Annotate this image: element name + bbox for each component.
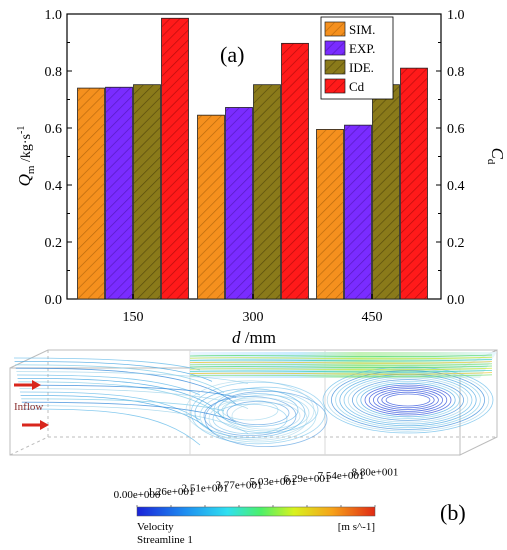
legend: SIM. EXP. IDE. Cd	[320, 16, 394, 100]
streamline-panel: Inflow 0.00e+0001.26e+0012.51e+0013.77e+…	[9, 349, 498, 546]
bar-exp-450	[344, 124, 372, 300]
legend-label: IDE.	[349, 60, 374, 75]
bar-ide-300	[253, 84, 281, 300]
colorbar-tick-label: 3.77e+001	[216, 479, 263, 491]
streamlines	[13, 354, 494, 447]
colorbar-tick-label: 6.29e+001	[284, 473, 331, 485]
colorbar-tick-label: 8.80e+001	[352, 467, 399, 479]
bar-sim-150	[77, 87, 105, 300]
right-tick-label: 0.4	[447, 179, 465, 194]
right-tick-label: 0.8	[447, 65, 465, 80]
left-tick-label: 0.6	[45, 122, 63, 137]
left-tick-label: 0.0	[45, 293, 63, 308]
right-tick-label: 0.2	[447, 236, 465, 251]
left-axis-title: Qm /kg·s-1	[15, 126, 37, 187]
x-tick-label: 300	[243, 310, 264, 325]
colorbar-subtitle: Streamline 1	[137, 534, 193, 546]
left-tick-label: 0.2	[45, 236, 63, 251]
legend-item: SIM.	[324, 21, 375, 37]
inflow-arrow-icon	[14, 380, 49, 430]
left-tick-label: 0.4	[45, 179, 63, 194]
left-tick-label: 0.8	[45, 65, 63, 80]
left-tick-label: 1.0	[45, 8, 63, 23]
bar-group	[77, 17, 428, 300]
bar-cd-150	[161, 17, 189, 300]
legend-item: IDE.	[324, 59, 374, 75]
bar-sim-300	[197, 114, 225, 300]
bar-cd-300	[281, 42, 309, 300]
bar-chart: 0.0 0.2 0.4 0.6 0.8 1.0 0.0 0.2 0.4 0.6 0.8 1.0 15…	[15, 8, 507, 347]
x-axis-ticks: 150 300 450	[123, 294, 383, 325]
legend-label: Cd	[349, 79, 365, 94]
bar-cd-450	[400, 67, 428, 300]
right-axis-title: Cd	[485, 148, 507, 165]
colorbar-tick-label: 5.03e+001	[250, 476, 297, 488]
right-tick-label: 0.0	[447, 293, 465, 308]
inflow-label: Inflow	[14, 401, 43, 413]
bar-ide-450	[372, 84, 400, 300]
legend-item: Cd	[324, 78, 365, 94]
bar-ide-150	[133, 84, 161, 300]
colorbar-tick-label: 1.26e+001	[148, 486, 195, 498]
bar-exp-300	[225, 107, 253, 300]
colorbar-tick-label: 2.51e+001	[182, 483, 229, 495]
colorbar-title: Velocity	[137, 521, 174, 533]
colorbar-unit: [m s^-1]	[338, 521, 375, 533]
colorbar-gradient	[136, 506, 376, 517]
right-axis-ticks: 0.0 0.2 0.4 0.6 0.8 1.0	[436, 8, 465, 308]
right-tick-label: 1.0	[447, 8, 465, 23]
panel-label-b: (b)	[440, 500, 466, 525]
x-tick-label: 150	[123, 310, 144, 325]
colorbar-tick-label: 7.54e+001	[318, 470, 365, 482]
x-axis-title: d /mm	[232, 328, 276, 347]
legend-label: EXP.	[349, 41, 375, 56]
bar-exp-150	[105, 86, 133, 300]
x-tick-label: 450	[362, 310, 383, 325]
right-tick-label: 0.6	[447, 122, 465, 137]
legend-label: SIM.	[349, 22, 375, 37]
left-axis-ticks: 0.0 0.2 0.4 0.6 0.8 1.0	[45, 8, 72, 308]
colorbar-tick-label: 0.00e+000	[114, 489, 161, 501]
colorbar: 0.00e+0001.26e+0012.51e+0013.77e+0015.03…	[114, 467, 399, 546]
legend-item: EXP.	[324, 40, 375, 56]
panel-label-a: (a)	[220, 42, 244, 67]
bar-sim-450	[316, 129, 344, 300]
